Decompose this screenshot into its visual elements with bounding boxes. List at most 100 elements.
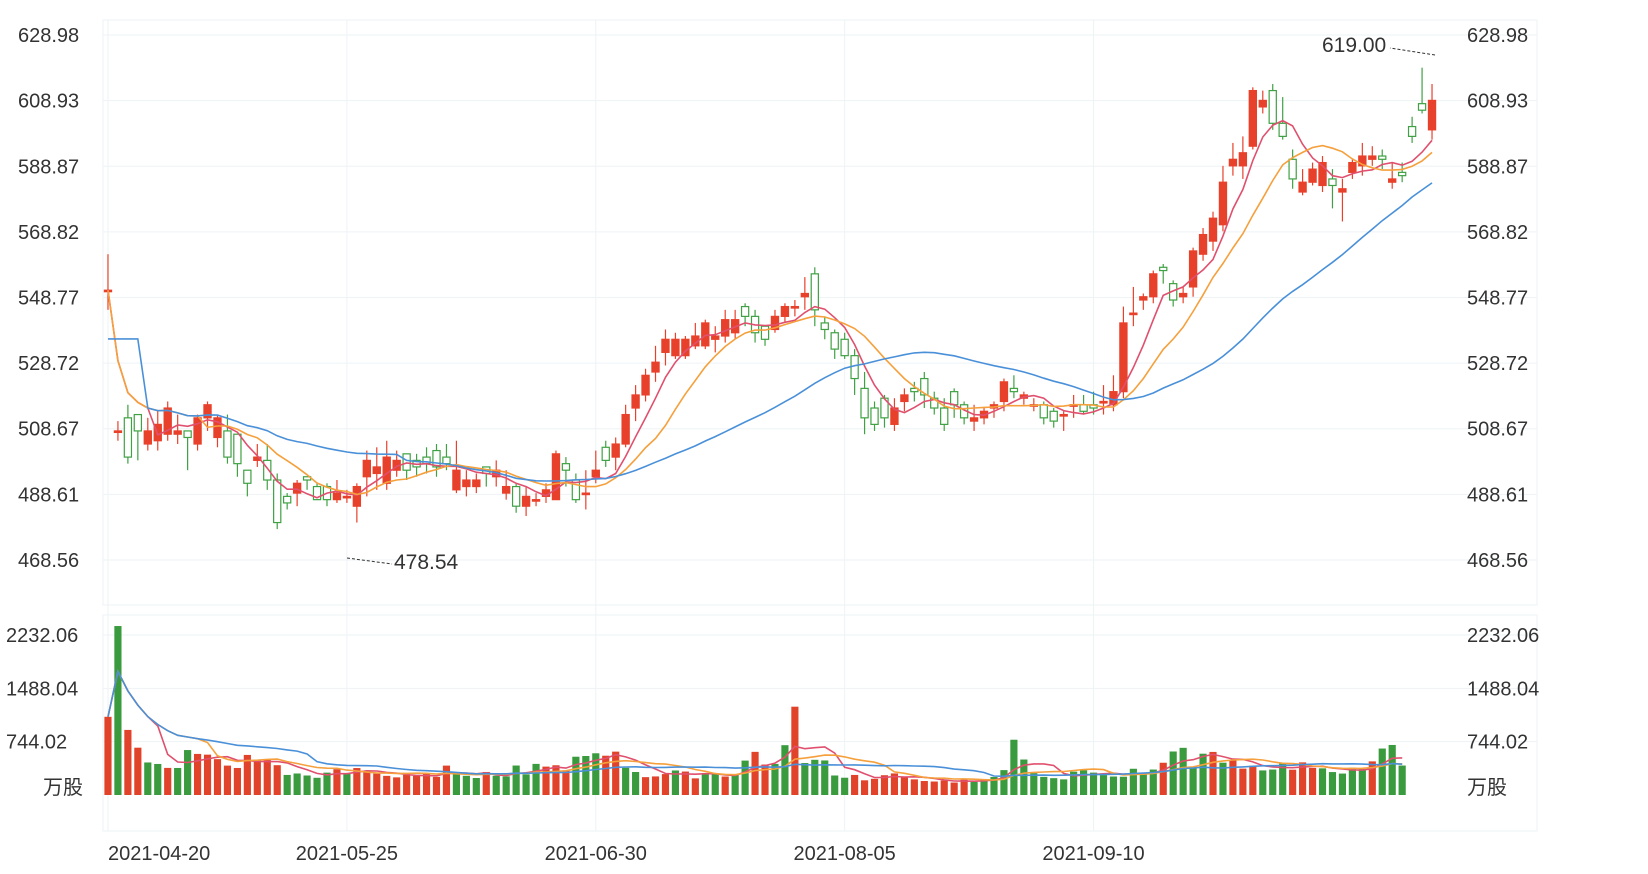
candle-body bbox=[870, 407, 879, 425]
volume-bar bbox=[353, 768, 361, 795]
volume-tick-label-right: 万股 bbox=[1467, 777, 1507, 799]
volume-bar bbox=[761, 764, 769, 795]
volume-tick-label-left: 2232.06 bbox=[6, 625, 78, 647]
candle-body bbox=[860, 387, 869, 419]
volume-bar bbox=[1159, 762, 1167, 795]
volume-bar bbox=[1080, 770, 1088, 795]
candle bbox=[1218, 165, 1228, 232]
candle-body bbox=[502, 485, 511, 494]
candle-body bbox=[661, 338, 670, 353]
volume-bar bbox=[771, 763, 779, 795]
candle bbox=[432, 444, 441, 477]
candle-body bbox=[342, 495, 352, 499]
candle bbox=[282, 493, 292, 510]
candle bbox=[1407, 116, 1417, 143]
volume-bar bbox=[572, 756, 580, 795]
volume-bars bbox=[104, 626, 1406, 795]
candle-body bbox=[1368, 155, 1377, 160]
candle bbox=[153, 411, 162, 451]
volume-bar bbox=[323, 772, 331, 795]
candle bbox=[611, 437, 620, 471]
candle-body bbox=[1218, 181, 1228, 226]
candle-body bbox=[1258, 99, 1267, 108]
candle bbox=[701, 319, 710, 350]
candle-body bbox=[830, 332, 839, 350]
volume-bar bbox=[1179, 747, 1187, 795]
candle-body bbox=[1129, 312, 1138, 316]
volume-bar bbox=[1308, 767, 1317, 795]
volume-bar bbox=[393, 777, 401, 795]
candle bbox=[1099, 385, 1108, 415]
candle-body bbox=[740, 305, 750, 317]
volume-bar bbox=[691, 778, 699, 795]
candle-body bbox=[611, 443, 620, 458]
volume-bar bbox=[980, 779, 988, 795]
candle bbox=[1169, 280, 1178, 307]
volume-bar bbox=[940, 780, 948, 795]
price-panel-border bbox=[102, 19, 1538, 606]
volume-bar bbox=[1259, 770, 1267, 795]
candle bbox=[681, 336, 690, 359]
candle bbox=[890, 398, 899, 431]
candle bbox=[1129, 286, 1138, 327]
price-panel: 628.98 608.93 588.87 568.82 548.77 528.72 508.… bbox=[18, 19, 1538, 831]
price-tick-label-right: 468.56 bbox=[1467, 550, 1528, 572]
candle bbox=[362, 450, 371, 497]
candle-body bbox=[183, 430, 192, 439]
candle-body bbox=[820, 322, 829, 331]
volume-bar bbox=[1149, 769, 1157, 795]
candle-body bbox=[561, 463, 571, 471]
candle-body bbox=[671, 338, 680, 357]
candle bbox=[213, 414, 222, 448]
volume-bar bbox=[701, 773, 709, 795]
volume-bar bbox=[552, 765, 560, 795]
date-tick-label: 2021-09-10 bbox=[1042, 843, 1144, 865]
volume-bar bbox=[1249, 765, 1257, 795]
volume-bar bbox=[821, 760, 829, 795]
candle-body bbox=[462, 479, 471, 488]
candle-body bbox=[442, 456, 451, 465]
candle bbox=[233, 433, 242, 477]
candle-body bbox=[163, 407, 172, 435]
candle bbox=[113, 421, 123, 441]
candle-body bbox=[910, 387, 919, 393]
price-tick-label-left: 508.67 bbox=[18, 419, 79, 441]
volume-bar bbox=[1209, 751, 1217, 795]
volume-bar bbox=[641, 777, 650, 795]
min-price-leader-line bbox=[346, 557, 393, 565]
candle bbox=[581, 470, 591, 510]
candle-body bbox=[601, 446, 610, 461]
candle bbox=[1228, 142, 1238, 176]
volume-bar bbox=[512, 765, 520, 795]
candle bbox=[651, 345, 660, 382]
volume-bar bbox=[661, 774, 670, 795]
volume-bar bbox=[422, 773, 431, 795]
candle bbox=[1368, 146, 1377, 166]
candle-body bbox=[1378, 155, 1387, 160]
volume-grid bbox=[103, 634, 1537, 743]
candle-body bbox=[143, 430, 152, 445]
volume-bar bbox=[283, 774, 291, 795]
candle-body bbox=[1149, 273, 1158, 298]
candle-body bbox=[1228, 158, 1238, 167]
candle bbox=[1188, 247, 1198, 297]
price-tick-label-right: 588.87 bbox=[1467, 156, 1528, 178]
volume-bar bbox=[920, 781, 928, 795]
volume-bar bbox=[851, 774, 859, 795]
candle bbox=[820, 316, 829, 340]
volume-bar bbox=[1299, 762, 1307, 795]
candle bbox=[551, 450, 561, 501]
price-tick-label-right: 548.77 bbox=[1467, 288, 1528, 310]
volume-bar bbox=[542, 766, 550, 795]
candle bbox=[959, 401, 969, 425]
candle-body bbox=[133, 413, 143, 432]
volume-bar bbox=[1050, 778, 1058, 795]
candle bbox=[940, 398, 949, 431]
volume-panel: 2232.06 1488.04 744.02 万股 2232.06 1488.04 744… bbox=[6, 614, 1539, 832]
candle bbox=[1178, 286, 1188, 304]
candle-body bbox=[193, 417, 202, 445]
candle bbox=[661, 329, 670, 366]
candle bbox=[402, 453, 411, 481]
volume-bar bbox=[791, 706, 799, 795]
candle-body bbox=[233, 433, 242, 465]
